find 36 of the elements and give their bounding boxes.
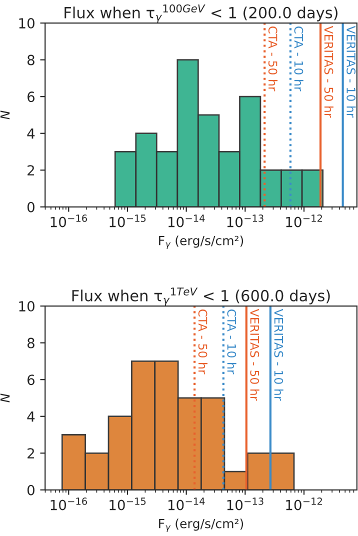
x-axis-title: F$_{γ}$ (erg/s/cm²) xyxy=(159,518,244,532)
y-tick-label: 10 xyxy=(19,301,34,312)
y-tick-label: 0 xyxy=(27,484,34,496)
x-tick-label: 10$^{−16}$ xyxy=(50,214,87,228)
x-tick-label: 10$^{−14}$ xyxy=(168,214,205,228)
y-tick-label: 8 xyxy=(27,54,34,66)
chart-title: Flux when τ$_{γ}$$^{100GeV}$ < 1 (200.0 days) xyxy=(64,4,338,23)
x-tick-label: 10$^{−15}$ xyxy=(110,214,146,228)
y-tick-label: 6 xyxy=(28,92,35,102)
y-tick-label: 2 xyxy=(28,448,34,458)
ref-line-label: CTA - 50 hr xyxy=(268,26,278,92)
y-axis-title: N xyxy=(0,110,10,120)
ref-line-label: VERITAS - 50 hr xyxy=(324,26,334,118)
ref-line-label: CTA - 10 hr xyxy=(227,309,236,374)
x-tick-label: 10$^{−12}$ xyxy=(286,498,322,510)
y-tick-label: 4 xyxy=(27,412,35,422)
y-tick-label: 10 xyxy=(19,18,34,29)
x-tick-label: 10$^{−15}$ xyxy=(110,498,146,510)
y-tick-label: 8 xyxy=(27,338,34,348)
ref-line-label: CTA - 50 hr xyxy=(198,309,208,374)
y-tick-label: 0 xyxy=(27,202,34,212)
ref-line-label: CTA - 10 hr xyxy=(294,26,304,92)
x-tick-label: 10$^{−13}$ xyxy=(227,214,264,228)
ref-line-label: VERITAS - 10 hr xyxy=(346,26,356,118)
x-tick-label: 10$^{−12}$ xyxy=(286,214,322,228)
x-tick-label: 10$^{−14}$ xyxy=(168,498,205,510)
y-tick-label: 6 xyxy=(28,374,35,386)
x-tick-label: 10$^{−13}$ xyxy=(227,498,264,510)
ref-line-label: VERITAS - 10 hr xyxy=(274,308,284,401)
ref-line-label: VERITAS - 50 hr xyxy=(250,308,260,401)
y-tick-label: 4 xyxy=(27,128,35,139)
chart-title: Flux when τ$_{γ}$$^{1TeV}$ < 1 (600.0 days) xyxy=(72,288,330,306)
y-axis-title: N xyxy=(0,394,10,402)
y-tick-label: 2 xyxy=(28,165,34,176)
x-tick-label: 10$^{−16}$ xyxy=(50,498,87,510)
x-axis-title: F$_{γ}$ (erg/s/cm²) xyxy=(159,236,244,249)
